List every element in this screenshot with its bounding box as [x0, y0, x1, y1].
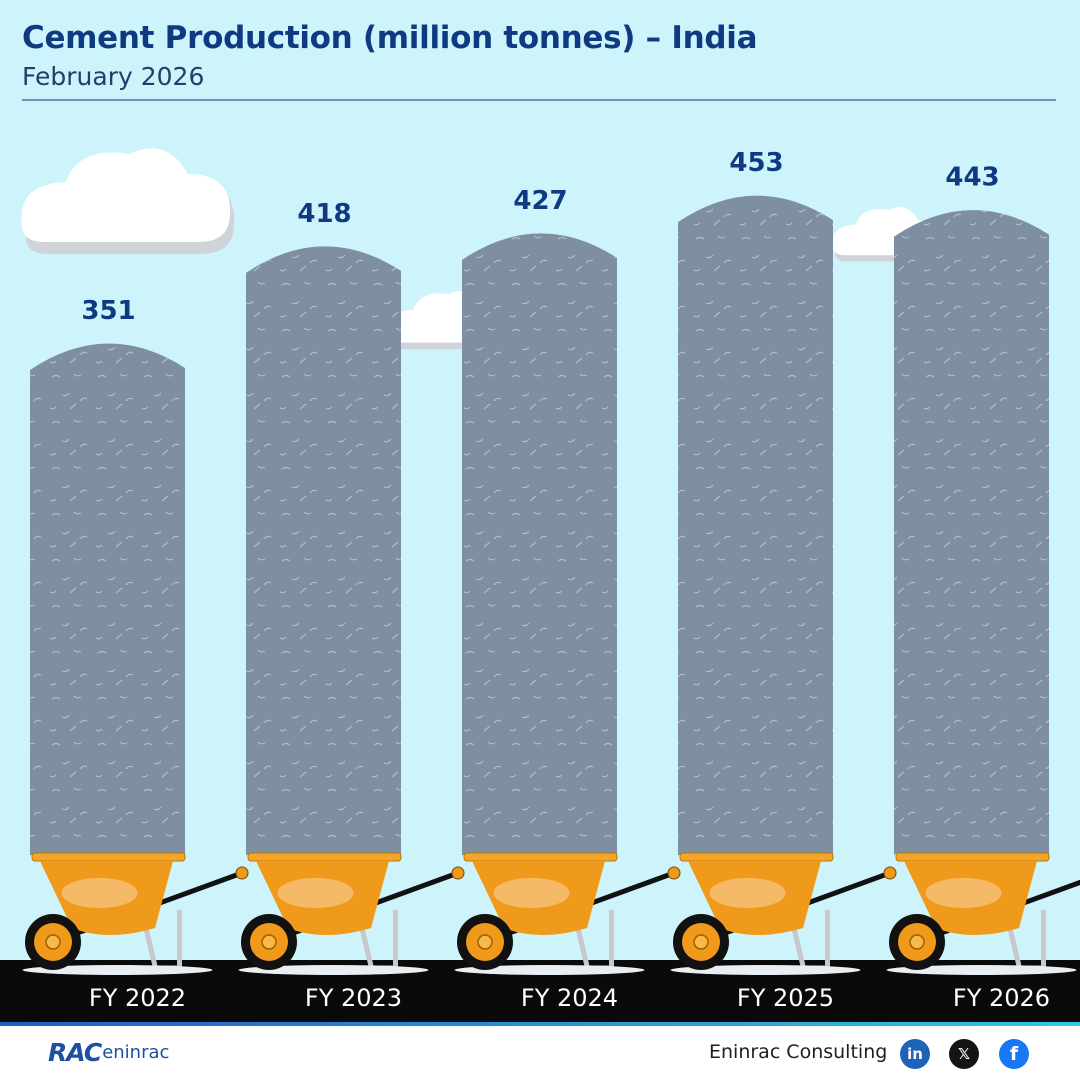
wheelbarrow-wheel — [241, 914, 297, 970]
bar-texture — [678, 195, 833, 855]
wheelbarrow-bucket — [463, 852, 618, 935]
value-label: 351 — [81, 296, 135, 326]
wheelbarrow-bucket — [895, 852, 1050, 935]
logo-text: eninrac — [102, 1042, 170, 1063]
bar-texture — [462, 233, 617, 855]
title-divider — [22, 99, 1056, 101]
category-label: FY 2022 — [89, 984, 186, 1012]
brand-name: Eninrac Consulting — [709, 1041, 888, 1063]
category-label: FY 2023 — [305, 984, 402, 1012]
value-label: 453 — [729, 148, 783, 178]
eninrac-logo: RAC eninrac — [48, 1038, 169, 1067]
x-icon[interactable]: 𝕏 — [949, 1039, 979, 1069]
wheelbarrow-wheel — [457, 914, 513, 970]
ground-accent-line — [0, 1022, 1080, 1026]
value-label: 443 — [945, 163, 999, 193]
chart-title: Cement Production (million tonnes) – Ind… — [22, 20, 758, 56]
wheelbarrow-bucket — [31, 852, 186, 935]
wheelbarrow-bucket — [679, 852, 834, 935]
category-label: FY 2024 — [521, 984, 618, 1012]
logo-mark: RAC — [48, 1038, 102, 1067]
category-label: FY 2026 — [953, 984, 1050, 1012]
wheelbarrow-bucket — [247, 852, 402, 935]
facebook-icon[interactable]: f — [999, 1039, 1029, 1069]
bar-texture — [30, 343, 185, 855]
category-label: FY 2025 — [737, 984, 834, 1012]
value-label: 418 — [297, 199, 351, 229]
wheelbarrow-wheel — [673, 914, 729, 970]
chart-subtitle: February 2026 — [22, 62, 205, 91]
wheelbarrow-wheel — [889, 914, 945, 970]
bar-texture — [894, 210, 1049, 855]
wheelbarrow-wheel — [25, 914, 81, 970]
cloud-left — [21, 148, 235, 254]
bar-texture — [246, 246, 401, 855]
value-label: 427 — [513, 186, 567, 216]
linkedin-icon[interactable]: in — [900, 1039, 930, 1069]
